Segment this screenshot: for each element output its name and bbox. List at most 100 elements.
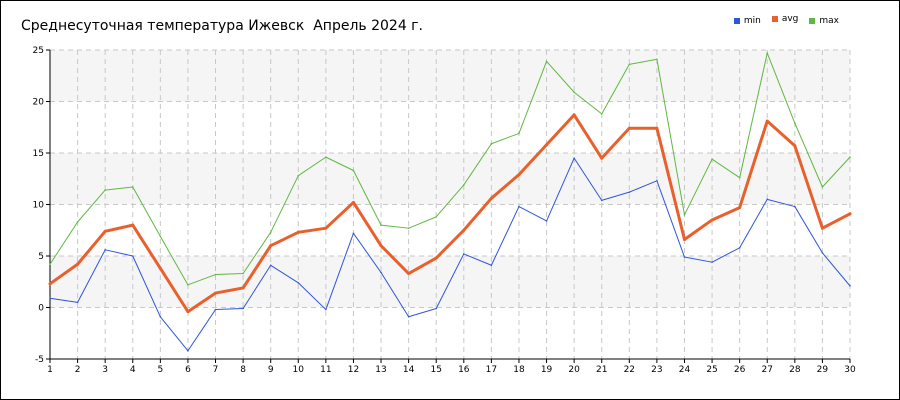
y-tick-label: 0	[38, 304, 44, 314]
x-tick-label: 12	[348, 365, 359, 375]
data-point-min	[325, 308, 327, 311]
legend-label-avg: avg	[781, 14, 799, 24]
data-point-min	[435, 307, 438, 310]
data-point-min	[545, 220, 548, 222]
x-tick-label: 28	[789, 365, 801, 375]
data-point-min	[600, 199, 603, 202]
plot-band	[50, 101, 850, 153]
data-point-max	[656, 58, 658, 61]
x-tick-label: 20	[568, 365, 580, 375]
data-point-min	[380, 271, 382, 274]
y-tick-label: 5	[38, 252, 44, 262]
data-point-max	[435, 216, 438, 218]
x-tick-label: 8	[240, 365, 246, 375]
legend-label-max: max	[819, 16, 839, 26]
data-point-min	[821, 252, 824, 254]
data-point-avg	[820, 226, 824, 230]
data-point-max	[49, 263, 51, 266]
legend-item-max: max	[809, 16, 839, 26]
data-point-min	[683, 256, 686, 258]
legend: min avg max	[733, 14, 839, 26]
data-point-max	[352, 169, 355, 172]
data-point-min	[849, 285, 851, 287]
chart-title: Среднесуточная температура Ижевск Апрель…	[21, 18, 423, 34]
data-point-max	[545, 60, 548, 63]
legend-swatch-avg	[771, 16, 778, 22]
data-point-min	[159, 315, 162, 318]
data-point-avg	[517, 173, 521, 177]
data-point-avg	[655, 126, 659, 130]
data-point-max	[821, 186, 824, 188]
y-tick-label: 15	[33, 149, 44, 159]
data-point-max	[711, 158, 713, 160]
x-tick-label: 27	[762, 365, 773, 375]
x-tick-label: 19	[541, 365, 553, 375]
data-point-min	[242, 307, 244, 310]
data-point-avg	[214, 291, 218, 295]
data-point-avg	[462, 228, 466, 232]
legend-swatch-min	[733, 18, 740, 24]
data-point-min	[76, 301, 79, 304]
data-point-max	[683, 214, 686, 216]
y-tick-label: 20	[33, 98, 45, 108]
legend-label-min: min	[743, 16, 761, 26]
x-tick-label: 9	[268, 365, 274, 375]
y-tick-label: 10	[33, 201, 45, 211]
x-tick-label: 21	[596, 365, 607, 375]
x-tick-label: 23	[651, 365, 662, 375]
y-tick-label: 25	[33, 46, 44, 56]
x-tick-label: 24	[679, 365, 691, 375]
x-tick-label: 29	[817, 365, 829, 375]
data-point-avg	[627, 126, 631, 130]
x-tick-label: 5	[157, 365, 163, 375]
data-point-min	[766, 198, 769, 201]
data-point-max	[187, 284, 189, 286]
data-point-max	[766, 52, 769, 54]
x-tick-label: 10	[293, 365, 305, 375]
x-tick-label: 15	[430, 365, 441, 375]
x-tick-label: 25	[706, 365, 717, 375]
data-point-min	[794, 205, 796, 208]
data-point-avg	[296, 230, 300, 234]
data-point-max	[628, 63, 631, 66]
series-line-avg	[48, 113, 852, 314]
data-point-max	[269, 231, 272, 234]
data-point-min	[214, 308, 217, 311]
x-tick-label: 3	[102, 365, 108, 375]
x-tick-label: 13	[375, 365, 386, 375]
data-point-max	[159, 235, 162, 238]
plot-band	[50, 50, 850, 102]
series-line-min	[49, 157, 851, 352]
data-point-min	[462, 253, 465, 255]
data-point-avg	[131, 223, 135, 227]
data-point-max	[573, 91, 575, 94]
data-point-min	[352, 232, 355, 235]
data-point-min	[49, 297, 51, 300]
data-point-max	[738, 176, 741, 179]
data-point-min	[187, 349, 189, 352]
x-tick-label: 6	[185, 365, 191, 375]
data-point-avg	[379, 244, 383, 248]
data-point-avg	[489, 196, 493, 200]
data-point-max	[104, 189, 106, 191]
data-point-min	[131, 255, 134, 257]
data-point-avg	[738, 206, 742, 210]
x-tick-label: 26	[734, 365, 746, 375]
data-point-avg	[407, 272, 411, 276]
plot-band	[50, 307, 850, 359]
data-point-min	[573, 157, 575, 159]
data-point-max	[76, 221, 79, 223]
data-point-max	[490, 142, 493, 145]
data-point-max	[242, 272, 244, 275]
data-point-max	[849, 156, 851, 158]
data-point-avg	[710, 218, 714, 222]
data-point-avg	[572, 113, 576, 117]
x-tick-label: 18	[513, 365, 525, 375]
data-point-max	[462, 184, 465, 186]
data-point-max	[214, 273, 217, 276]
data-point-max	[518, 132, 520, 135]
data-point-max	[131, 186, 134, 188]
x-tick-label: 7	[213, 365, 219, 375]
legend-item-min: min	[733, 16, 761, 26]
data-point-min	[628, 191, 631, 193]
